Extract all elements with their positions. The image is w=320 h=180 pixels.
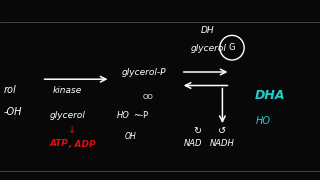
Text: ATP: ATP: [50, 140, 68, 148]
Text: NADH: NADH: [210, 140, 234, 148]
Text: DH: DH: [201, 26, 215, 35]
Text: glycerol-P: glycerol-P: [122, 68, 166, 76]
Text: , ADP: , ADP: [69, 140, 96, 148]
Text: glycerol: glycerol: [190, 44, 226, 53]
Text: ↓: ↓: [68, 125, 76, 135]
Text: HO: HO: [256, 116, 271, 126]
Text: OH: OH: [125, 132, 137, 141]
Text: DHA: DHA: [254, 89, 285, 102]
Text: G: G: [229, 43, 235, 52]
Text: rol: rol: [3, 85, 16, 95]
Text: ↻: ↻: [194, 126, 202, 136]
Text: OO: OO: [142, 94, 153, 100]
Text: HO: HO: [117, 111, 130, 120]
Text: -OH: -OH: [3, 107, 22, 117]
Text: NAD: NAD: [184, 140, 203, 148]
Text: kinase: kinase: [53, 86, 82, 94]
Text: glycerol: glycerol: [50, 111, 85, 120]
Text: ~-P: ~-P: [133, 111, 148, 120]
Text: ↺: ↺: [218, 126, 227, 136]
